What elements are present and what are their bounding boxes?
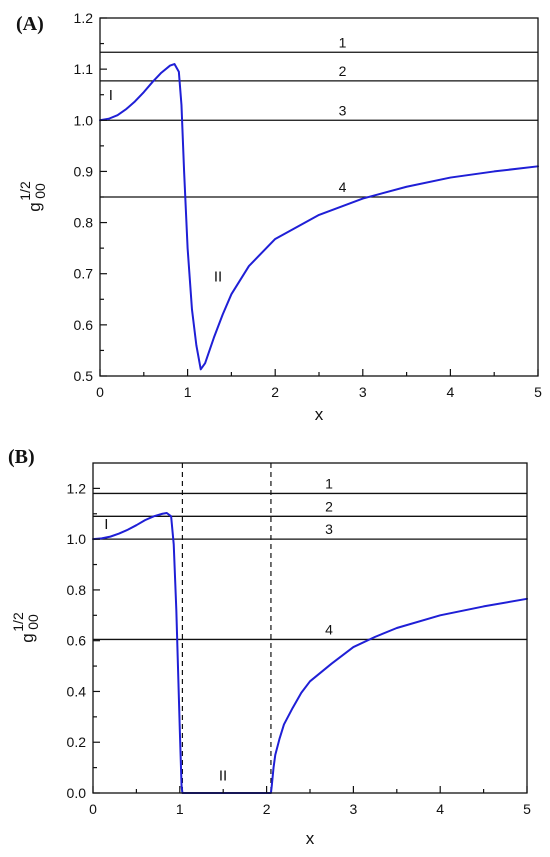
region-label: I bbox=[109, 87, 113, 104]
x-tick-label: 3 bbox=[359, 384, 367, 400]
x-tick-label: 1 bbox=[184, 384, 192, 400]
x-axis-label: x bbox=[315, 405, 324, 424]
reference-line-label: 3 bbox=[339, 102, 347, 118]
y-axis-label: g 001/2 bbox=[10, 612, 41, 643]
y-axis-label-main: g bbox=[25, 202, 44, 211]
y-axis-label-main: g bbox=[18, 633, 37, 642]
region-label: II bbox=[219, 767, 227, 784]
y-axis-label-superscript: 1/2 bbox=[17, 181, 33, 201]
reference-line-label: 4 bbox=[339, 179, 347, 195]
plot-frame bbox=[92, 462, 528, 794]
panel-label: (A) bbox=[16, 13, 44, 35]
y-tick-label: 1.0 bbox=[74, 112, 94, 128]
panel-b: (B) 1 2 3 4 I II 0 1 2 3 4 5 0.0 0.2 0.4 0.6 0.8 1.0 1.2 x g 0… bbox=[0, 426, 550, 852]
reference-line-label: 4 bbox=[325, 621, 333, 637]
y-tick-label: 0.4 bbox=[67, 683, 87, 699]
x-tick-label: 5 bbox=[534, 384, 542, 400]
x-tick-label: 3 bbox=[350, 801, 358, 817]
region-label: I bbox=[104, 516, 108, 533]
y-axis-label-subscript: 00 bbox=[32, 183, 48, 199]
y-tick-label: 0.6 bbox=[67, 633, 87, 649]
y-axis-label: g 001/2 bbox=[17, 181, 48, 212]
x-tick-label: 1 bbox=[176, 801, 184, 817]
x-tick-label: 5 bbox=[523, 801, 531, 817]
reference-line-label: 2 bbox=[325, 498, 333, 514]
y-tick-label: 0.2 bbox=[67, 734, 87, 750]
y-tick-label: 0.5 bbox=[74, 368, 94, 384]
y-tick-label: 0.6 bbox=[74, 317, 94, 333]
y-tick-label: 1.0 bbox=[67, 531, 87, 547]
x-tick-label: 2 bbox=[271, 384, 279, 400]
x-tick-label: 0 bbox=[96, 384, 104, 400]
y-axis-label-subscript: 00 bbox=[25, 614, 41, 630]
x-tick-label: 0 bbox=[89, 801, 97, 817]
panel-a: (A) 1 2 3 4 I II 0 1 2 3 4 5 0.5 0.6 0.7 0.8 0.9 1.0 1.1 1.2… bbox=[0, 0, 550, 426]
data-curve bbox=[99, 63, 539, 371]
y-tick-label: 1.1 bbox=[74, 61, 94, 77]
reference-line-label: 1 bbox=[325, 475, 333, 491]
reference-line-label: 1 bbox=[339, 34, 347, 50]
y-tick-label: 0.9 bbox=[74, 163, 94, 179]
y-axis-label-superscript: 1/2 bbox=[10, 612, 26, 632]
y-tick-label: 0.0 bbox=[67, 785, 87, 801]
y-tick-label: 0.8 bbox=[74, 215, 94, 231]
y-tick-label: 0.8 bbox=[67, 582, 87, 598]
data-curve bbox=[92, 512, 528, 794]
y-tick-label: 1.2 bbox=[67, 480, 87, 496]
y-tick-label: 1.2 bbox=[74, 10, 94, 26]
reference-line-label: 3 bbox=[325, 521, 333, 537]
x-tick-label: 4 bbox=[436, 801, 444, 817]
x-tick-label: 4 bbox=[447, 384, 455, 400]
x-axis-label: x bbox=[306, 829, 315, 848]
reference-line-label: 2 bbox=[339, 63, 347, 79]
panel-label: (B) bbox=[8, 446, 35, 468]
region-label: II bbox=[214, 268, 222, 285]
x-tick-label: 2 bbox=[263, 801, 271, 817]
y-tick-label: 0.7 bbox=[74, 266, 94, 282]
